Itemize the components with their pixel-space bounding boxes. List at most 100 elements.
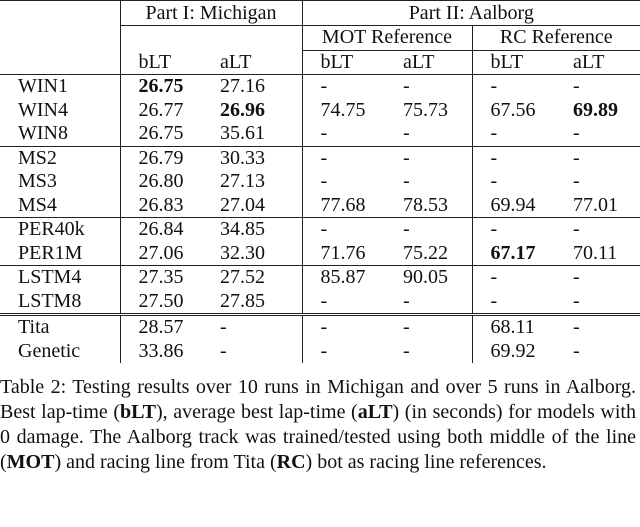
data-row: PER1M 27.06 32.30 71.76 75.22 67.17 70.11 (0, 241, 640, 266)
data-cell: 69.94 (471, 193, 555, 218)
data-cell: - (471, 74, 555, 99)
data-cell: 90.05 (385, 265, 472, 290)
corner-cell (0, 50, 120, 75)
data-cell: 35.61 (220, 122, 265, 145)
data-cell: 67.17 (471, 241, 555, 266)
data-row: MS4 26.83 27.04 77.68 78.53 69.94 77.01 (0, 193, 640, 218)
caption-bold: aLT (357, 401, 393, 423)
row-label: WIN1 (0, 74, 120, 99)
data-cell: - (385, 313, 472, 340)
data-cell: 74.75 (301, 98, 385, 122)
bold-value: 69.89 (573, 98, 618, 121)
data-cell: 70.11 (573, 241, 618, 264)
data-cell: - (301, 122, 385, 146)
reference-header: MOT Reference (301, 25, 472, 51)
data-cell: - (471, 122, 555, 146)
data-cell: - (471, 265, 555, 290)
data-cell: - (403, 122, 410, 145)
data-cell: - (385, 145, 472, 170)
data-cell: - (403, 339, 410, 362)
table-caption: Table 2: Testing results over 10 runs in… (0, 375, 636, 475)
data-cell: - (573, 122, 580, 145)
data-cell: 26.83 (119, 193, 202, 218)
column-header: aLT (220, 50, 252, 73)
data-cell: 30.33 (202, 145, 302, 170)
data-cell: - (471, 289, 555, 315)
data-row: PER40k 26.84 34.85- - - - (0, 217, 640, 242)
row-label: Tita (0, 313, 120, 340)
data-cell: - (573, 339, 580, 362)
column-header: aLT (403, 50, 435, 73)
results-table: Part I: Michigan Part II: Aalborg MOT Refe… (0, 0, 640, 363)
data-cell: - (385, 217, 472, 242)
data-cell: 77.01 (573, 193, 618, 216)
data-cell: - (555, 74, 640, 99)
row-label: LSTM4 (0, 265, 120, 290)
data-cell: - (301, 339, 385, 363)
caption-text: ), average best lap-time ( (156, 401, 358, 423)
data-cell: 32.30 (220, 241, 265, 264)
data-cell: 26.75 (119, 74, 202, 99)
data-cell: - (555, 145, 640, 170)
data-cell: - (471, 145, 555, 170)
caption-bold: RC (276, 451, 306, 473)
header-row: bLT aLT bLT aLT bLT aLT (0, 50, 640, 75)
row-label: PER1M (18, 241, 83, 264)
caption-text: Table 2: Testing results over 10 runs in… (0, 376, 636, 423)
data-cell: - (202, 313, 302, 340)
data-cell: - (385, 74, 472, 99)
data-cell: 78.53 (403, 193, 448, 216)
row-label: WIN4 (18, 98, 68, 121)
data-row: MS2 26.79 30.33- - - - (0, 145, 640, 170)
data-row: WIN1 26.75 27.16- - - - (0, 74, 640, 99)
data-cell: 34.85 (202, 217, 302, 242)
data-cell: - (403, 289, 410, 312)
data-cell: - (220, 339, 227, 362)
corner-cell (0, 0, 120, 26)
data-row: WIN8 26.75 35.61- - - - (0, 122, 640, 146)
data-cell: 27.85 (220, 289, 265, 312)
header-row: Part I: Michigan Part II: Aalborg (0, 0, 640, 26)
caption-text: ) (in seconds) for models with 0 damage.… (0, 401, 636, 473)
data-cell: 67.56 (471, 98, 555, 122)
data-cell: - (301, 313, 385, 340)
caption-bold: bLT (120, 401, 156, 423)
row-label: Genetic (18, 339, 81, 362)
caption-text: ) bot as racing line references. (305, 451, 547, 473)
data-cell: - (301, 74, 385, 99)
data-row: WIN4 26.77 26.96 74.75 75.73 67.56 69.89 (0, 98, 640, 123)
header-row: MOT Reference RC Reference (0, 25, 640, 51)
caption-text: ) and racing line from Tita ( (54, 451, 277, 473)
data-cell: 77.68 (301, 193, 385, 218)
empty-cell (119, 25, 302, 50)
data-cell: 28.57 (119, 313, 202, 340)
bold-value: 67.17 (490, 241, 536, 264)
column-header: aLT (573, 50, 605, 73)
data-cell: 26.75 (119, 122, 202, 146)
data-cell: 27.50 (119, 289, 202, 315)
data-row: Genetic 33.86- - -69.92- (0, 339, 640, 363)
data-cell: - (573, 289, 580, 312)
row-label: MS4 (18, 193, 57, 216)
data-cell: 33.86 (119, 339, 202, 363)
data-cell: 27.16 (202, 74, 302, 99)
data-cell: 26.84 (119, 217, 202, 242)
caption-bold: MOT (6, 451, 55, 473)
data-cell: 71.76 (301, 241, 385, 266)
data-cell: 26.80 (119, 170, 202, 194)
data-cell: - (555, 217, 640, 242)
data-cell: 27.06 (119, 241, 202, 266)
data-cell: 69.92 (471, 339, 555, 363)
row-label: PER40k (0, 217, 120, 242)
data-cell: 69.89 (555, 99, 640, 123)
column-header: bLT (119, 50, 202, 75)
data-cell: - (555, 265, 640, 290)
column-header: bLT (471, 50, 555, 75)
data-cell: 27.52 (202, 265, 302, 290)
row-label: MS2 (0, 145, 120, 170)
data-cell: 26.96 (202, 99, 302, 123)
data-row: LSTM4 27.35 27.52 85.87 90.05- - (0, 265, 640, 290)
data-cell: 26.79 (119, 145, 202, 170)
data-cell: - (301, 145, 385, 170)
